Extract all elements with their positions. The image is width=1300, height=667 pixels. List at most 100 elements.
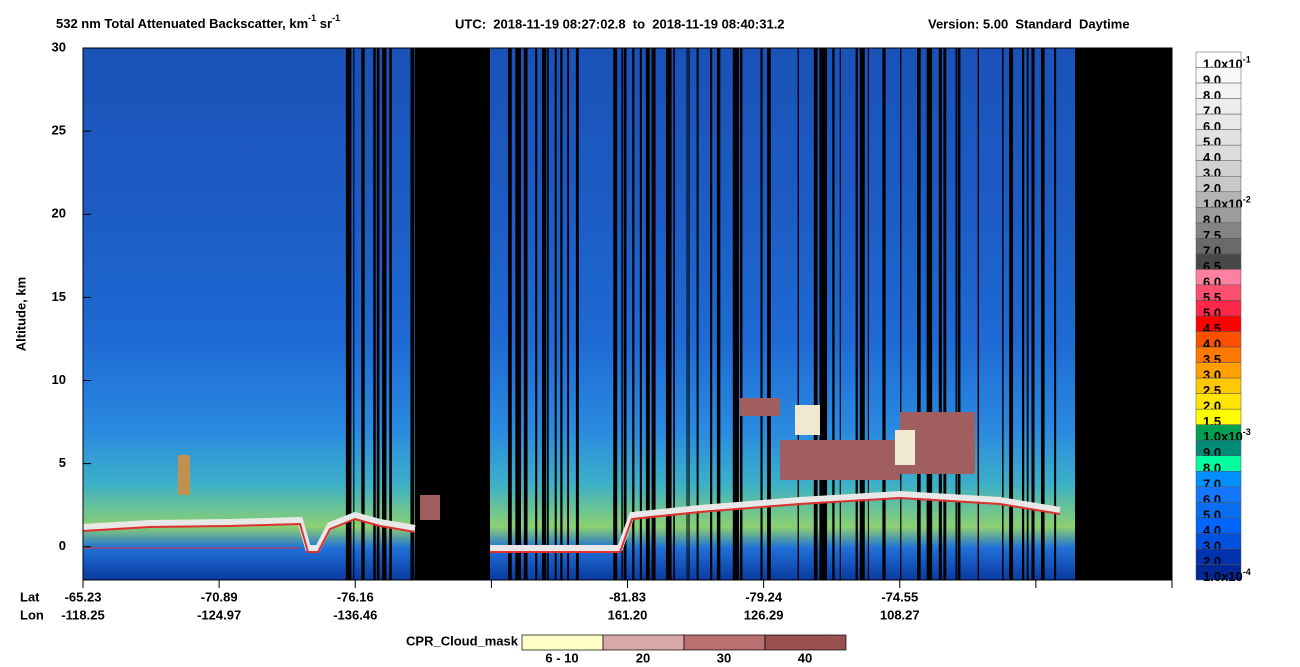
data-gap (955, 48, 957, 580)
y-tick-label: 30 (52, 39, 66, 54)
data-gap (541, 48, 545, 580)
title-part: sr (316, 16, 332, 31)
colorbar-label-exp: -1 (1243, 55, 1251, 65)
data-gap (1009, 48, 1014, 580)
data-gap (739, 48, 743, 580)
data-gap (696, 48, 699, 580)
data-gap (517, 48, 521, 580)
data-gap (639, 48, 642, 580)
cloud-mask-label: 40 (798, 650, 812, 665)
cloud-mask-label: 20 (636, 650, 650, 665)
data-gap (1040, 48, 1045, 580)
x-tick-label: -118.25 (61, 607, 104, 622)
data-gap (645, 48, 650, 580)
data-gap (349, 48, 352, 580)
data-gap (928, 48, 933, 580)
data-gap (575, 48, 579, 580)
title-part: 532 nm Total Attenuated Backscatter, km (56, 16, 308, 31)
data-gap (883, 48, 886, 580)
x-tick-label: 161.20 (608, 607, 648, 622)
data-gap (1002, 48, 1004, 580)
y-tick-label: 20 (52, 206, 66, 221)
data-gap (855, 48, 858, 580)
data-gap (389, 48, 391, 580)
data-gap (819, 48, 824, 580)
cloud-mask-box (521, 634, 604, 651)
data-gap (544, 48, 547, 580)
x-tick-label: 126.29 (744, 607, 784, 622)
data-gap (839, 48, 841, 580)
colorbar-label-exp: -3 (1243, 428, 1251, 438)
cloud-mask-box (602, 634, 685, 651)
data-gap (1031, 48, 1035, 580)
data-gap (353, 48, 355, 580)
data-gap (1054, 48, 1057, 580)
data-gap (900, 48, 902, 580)
data-gap (623, 48, 627, 580)
x-tick-label: -70.89 (201, 589, 238, 604)
data-gap (977, 48, 980, 580)
data-gap (613, 48, 618, 580)
data-gap (621, 48, 623, 580)
title-exponent: -1 (308, 13, 316, 23)
data-gap (560, 48, 563, 580)
x-tick-label: -76.16 (337, 589, 374, 604)
colorbar-label-exp: -2 (1243, 195, 1251, 205)
chart-title: 532 nm Total Attenuated Backscatter, km-… (56, 13, 340, 31)
data-gap (411, 48, 414, 580)
y-tick-label: 25 (52, 123, 66, 138)
utc-range: UTC: 2018-11-19 08:27:02.8 to 2018-11-19… (455, 16, 785, 31)
x-tick-label: -136.46 (333, 607, 377, 622)
cloud-mask-box (764, 634, 847, 651)
x-tick-label: 108.27 (880, 607, 920, 622)
data-gap (861, 48, 865, 580)
x-tick-label: -124.97 (197, 607, 241, 622)
data-gap (567, 48, 570, 580)
x-tick-label: -74.55 (881, 589, 918, 604)
x-tick-label: -79.24 (745, 589, 783, 604)
data-gap (632, 48, 635, 580)
data-gap (797, 48, 799, 580)
data-gap (732, 48, 735, 580)
y-tick-label: 5 (59, 455, 66, 470)
y-tick-label: 15 (52, 289, 66, 304)
data-gap (832, 48, 835, 580)
data-gap (547, 48, 549, 580)
data-gap (760, 48, 763, 580)
cloud-mask-label: 6 - 10 (545, 650, 578, 665)
plot-background (82, 47, 1173, 581)
data-gap (382, 48, 385, 580)
data-gap (648, 48, 650, 580)
x-row-name: Lon (20, 607, 44, 622)
data-gap (523, 48, 528, 580)
colorbar-label-exp: -4 (1243, 567, 1251, 577)
data-gap (957, 48, 961, 580)
data-gap (377, 48, 380, 580)
colorbar-label-base: 1.0x10 (1203, 569, 1243, 584)
data-gap (651, 48, 656, 580)
data-gap (1021, 48, 1025, 580)
title-exponent: -1 (332, 13, 340, 23)
data-gap (717, 48, 719, 580)
data-gap (390, 48, 392, 580)
cloud-mask-title: CPR_Cloud_mask (406, 633, 519, 648)
colorbar-cell (1195, 564, 1242, 581)
cloud-mask-box (683, 634, 766, 651)
data-gap (767, 48, 771, 580)
data-gap (734, 48, 737, 580)
data-gap (867, 48, 869, 580)
data-gap (668, 48, 672, 580)
data-gap (665, 48, 670, 580)
data-gap (710, 48, 713, 580)
data-gap (688, 48, 690, 580)
data-gap (938, 48, 942, 580)
colorbar-label: 1.0x10-4 (1203, 567, 1251, 584)
data-gap (1026, 48, 1029, 580)
data-gap (361, 48, 365, 580)
data-gap (345, 48, 350, 580)
y-tick-label: 0 (59, 538, 66, 553)
data-gap (507, 48, 512, 580)
data-gap (814, 48, 817, 580)
y-axis-label: Altitude, km (13, 277, 28, 351)
